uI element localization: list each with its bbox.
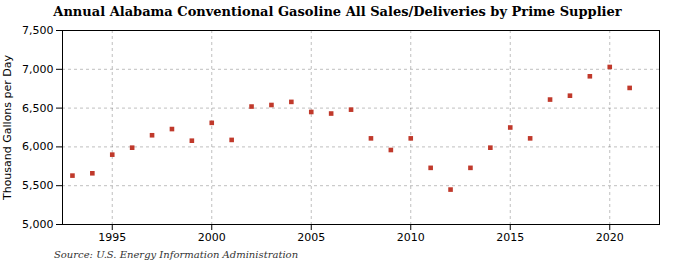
svg-text:5,000: 5,000 (22, 218, 54, 231)
svg-text:Thousand Gallons per Day: Thousand Gallons per Day (1, 54, 14, 201)
svg-text:2000: 2000 (198, 231, 226, 244)
svg-text:2010: 2010 (397, 231, 425, 244)
svg-text:2015: 2015 (496, 231, 524, 244)
svg-text:6,000: 6,000 (22, 140, 54, 153)
svg-text:6,500: 6,500 (22, 102, 54, 115)
svg-text:5,500: 5,500 (22, 179, 54, 192)
html-text:Source: U.S. Energy Informatio: Source: U.S. Energy Information Administ… (54, 249, 299, 260)
svg-text:7,500: 7,500 (22, 24, 54, 37)
svg-text:2005: 2005 (297, 231, 325, 244)
svg-text:7,000: 7,000 (22, 63, 54, 76)
svg-text:1995: 1995 (98, 231, 126, 244)
svg-text:2020: 2020 (596, 231, 624, 244)
html-text:Annual Alabama Conventional Ga: Annual Alabama Conventional Gasoline All… (53, 4, 622, 19)
